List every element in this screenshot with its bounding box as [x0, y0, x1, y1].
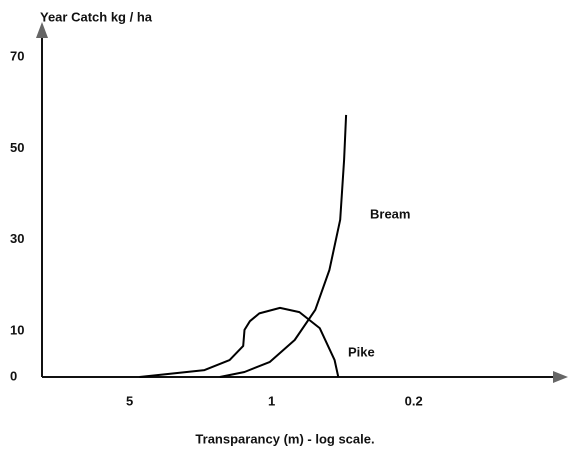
y-axis-arrow [36, 22, 48, 38]
series-line [139, 306, 340, 378]
y-axis-title: Year Catch kg / ha [40, 9, 153, 24]
y-tick-label: 0 [10, 368, 17, 383]
x-axis-arrow [553, 371, 568, 383]
series-label: Bream [370, 206, 410, 221]
y-tick-label: 70 [10, 48, 24, 63]
x-tick-label: 1 [268, 393, 275, 408]
x-tick-label: 5 [126, 393, 133, 408]
y-tick-label: 10 [10, 323, 24, 338]
y-tick-label: 50 [10, 140, 24, 155]
x-tick-label: 0.2 [405, 393, 423, 408]
series-label: Pike [348, 344, 375, 359]
x-axis-title: Transparancy (m) - log scale. [195, 431, 374, 446]
series-line [219, 114, 348, 378]
y-tick-label: 30 [10, 231, 24, 246]
